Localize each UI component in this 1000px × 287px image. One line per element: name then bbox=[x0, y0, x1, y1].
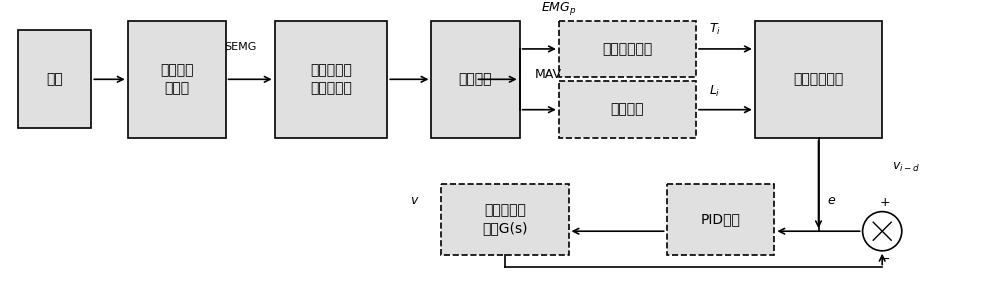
Text: $v_{i-d}$: $v_{i-d}$ bbox=[892, 161, 920, 174]
Text: $e$: $e$ bbox=[827, 194, 836, 207]
Bar bbox=[441, 184, 569, 255]
Text: 步态周期预测: 步态周期预测 bbox=[602, 42, 653, 56]
Bar bbox=[128, 20, 226, 138]
Text: 期望步速预测: 期望步速预测 bbox=[793, 72, 844, 86]
Text: $EMG_p$: $EMG_p$ bbox=[541, 0, 577, 17]
Bar bbox=[755, 20, 882, 138]
Text: PID控制: PID控制 bbox=[701, 212, 740, 226]
Text: 肌电信号
采集仪: 肌电信号 采集仪 bbox=[160, 63, 193, 96]
Text: 特征提取: 特征提取 bbox=[459, 72, 492, 86]
Bar bbox=[559, 81, 696, 138]
Bar bbox=[18, 30, 91, 128]
Text: SEMG: SEMG bbox=[224, 42, 256, 52]
Text: $L_i$: $L_i$ bbox=[709, 84, 720, 99]
Text: 放大滤波降
噪等预处理: 放大滤波降 噪等预处理 bbox=[310, 63, 352, 96]
Bar bbox=[431, 20, 520, 138]
Text: 步长预测: 步长预测 bbox=[611, 103, 644, 117]
Text: +: + bbox=[880, 196, 890, 209]
Text: $v$: $v$ bbox=[410, 194, 420, 207]
Bar bbox=[559, 20, 696, 77]
Text: −: − bbox=[880, 253, 890, 266]
Text: $T_i$: $T_i$ bbox=[709, 22, 721, 37]
Bar bbox=[275, 20, 387, 138]
Text: MAV: MAV bbox=[534, 68, 561, 81]
Text: 患者: 患者 bbox=[46, 72, 63, 86]
Bar bbox=[667, 184, 774, 255]
Text: 跑步机传递
函数G(s): 跑步机传递 函数G(s) bbox=[482, 203, 528, 236]
